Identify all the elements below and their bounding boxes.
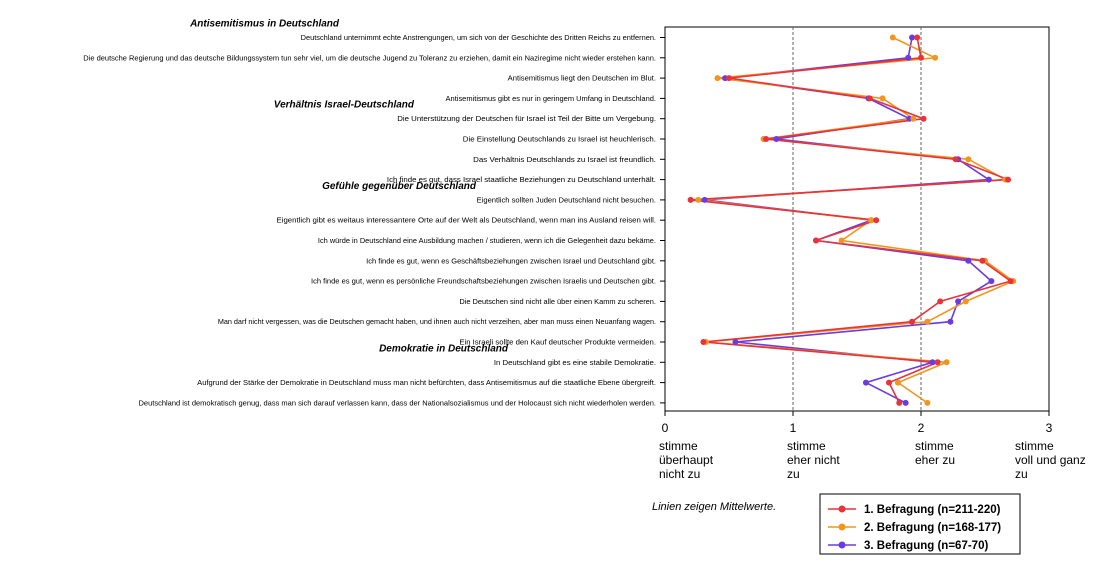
item-label: Eigentlich sollten Juden Deutschland nic… <box>477 195 656 204</box>
data-point <box>889 34 896 41</box>
data-point <box>943 359 950 366</box>
data-point <box>947 318 954 325</box>
data-point <box>732 339 739 345</box>
data-point <box>937 298 944 305</box>
reference-lines <box>792 27 922 411</box>
series-line <box>690 37 1013 404</box>
data-point <box>962 298 969 305</box>
scale-label: stimme eher nicht zu <box>787 439 840 481</box>
data-point <box>773 136 780 142</box>
data-point <box>862 379 869 386</box>
data-point <box>910 115 917 122</box>
data-point <box>920 115 927 122</box>
legend-swatch-marker <box>838 541 846 549</box>
item-label: Ich finde es gut, wenn es Geschäftsbezie… <box>366 256 656 265</box>
item-label: In Deutschland gibt es eine stabile Demo… <box>494 358 656 367</box>
x-tick-label: 1 <box>790 421 797 435</box>
legend-swatch-marker <box>838 523 846 531</box>
data-point <box>955 298 962 305</box>
data-point <box>866 95 873 102</box>
x-tick-label: 3 <box>1046 421 1053 435</box>
item-label: Deutschland ist demokratisch genug, dass… <box>139 398 657 407</box>
data-point <box>924 318 931 325</box>
data-point <box>763 136 770 142</box>
series-line <box>704 37 993 404</box>
data-point <box>813 237 820 244</box>
section-title: Antisemitismus in Deutschland <box>189 19 340 30</box>
data-point <box>929 359 936 366</box>
item-label: Die Deutschen sind nicht alle über einen… <box>459 297 656 306</box>
data-point <box>924 399 931 406</box>
item-label: Die Unterstützung der Deutschen für Isra… <box>397 114 656 123</box>
data-point <box>988 278 995 285</box>
data-point <box>700 339 707 345</box>
legend: 1. Befragung (n=211-220) 2. Befragung (n=… <box>819 493 1021 555</box>
item-labels: Deutschland unternimmt echte Anstrengung… <box>83 33 665 407</box>
section-title: Verhältnis Israel-Deutschland <box>274 100 415 111</box>
data-point <box>896 399 903 406</box>
data-point <box>1005 176 1012 183</box>
data-point <box>1007 278 1014 285</box>
data-point <box>985 176 992 183</box>
item-label: Ein Israeli sollte den Kauf deutscher Pr… <box>459 338 656 347</box>
data-point <box>909 318 916 325</box>
item-label: Ich finde es gut, dass Israel staatliche… <box>387 175 656 184</box>
data-point <box>868 217 875 224</box>
item-label: Ich finde es gut, wenn es persönliche Fr… <box>311 277 656 286</box>
item-label: Antisemitismus gibt es nur in geringem U… <box>446 94 656 103</box>
item-label: Man darf nicht vergessen, was die Deutsc… <box>218 317 656 326</box>
section-titles: Antisemitismus in Deutschland Verhältnis … <box>189 19 509 355</box>
x-axis: 0 1 2 3 stimme überhaupt nicht zu stimme eher ni… <box>659 411 1086 481</box>
data-point <box>701 196 708 203</box>
series-lines <box>690 36 1015 404</box>
scale-label: stimme voll und ganz zu <box>1015 439 1086 481</box>
data-point <box>918 54 924 61</box>
item-label: Ich würde in Deutschland eine Ausbildung… <box>318 236 656 245</box>
chart-note: Linien zeigen Mittelwerte. <box>652 501 776 513</box>
data-point <box>687 196 694 203</box>
data-point <box>873 217 880 224</box>
data-point <box>902 399 909 406</box>
legend-swatch-marker <box>838 505 846 513</box>
data-point <box>838 237 845 244</box>
data-point <box>695 196 702 203</box>
series-line <box>698 36 1015 404</box>
data-point <box>886 379 892 386</box>
data-point <box>894 379 901 386</box>
scale-label: stimme überhaupt nicht zu <box>659 439 714 481</box>
data-point <box>726 75 732 82</box>
section-title: Demokratie in Deutschland <box>379 343 509 354</box>
data-point <box>979 257 986 264</box>
legend-label: 3. Befragung (n=67-70) <box>864 540 988 552</box>
legend-label: 2. Befragung (n=168-177) <box>864 522 1001 534</box>
item-label: Antisemitismus liegt den Deutschen im Bl… <box>508 74 656 83</box>
data-point <box>905 54 912 61</box>
data-point <box>965 257 972 264</box>
legend-box <box>819 493 1021 555</box>
x-tick-label: 0 <box>662 421 669 435</box>
data-point <box>965 156 972 163</box>
item-label: Deutschland unternimmt echte Anstrengung… <box>301 33 656 42</box>
scale-label: stimme eher zu <box>915 439 955 467</box>
item-label: Aufgrund der Stärke der Demokratie in De… <box>197 378 656 387</box>
section-title: Gefühle gegenüber Deutschland <box>322 181 477 192</box>
plot-frame <box>664 26 1050 412</box>
data-point <box>714 75 721 82</box>
x-tick-label: 2 <box>918 421 925 435</box>
data-point <box>909 34 916 41</box>
data-point <box>879 95 886 102</box>
item-label: Das Verhältnis Deutschlands zu Israel is… <box>473 155 656 164</box>
item-label: Die deutsche Regierung und das deutsche … <box>83 53 656 62</box>
data-point <box>934 359 941 366</box>
item-label: Die Einstellung Deutschlands zu Israel i… <box>463 135 656 144</box>
item-label: Eigentlich gibt es weitaus interessanter… <box>277 216 657 225</box>
data-point <box>952 156 959 163</box>
data-point <box>932 54 939 61</box>
series-points <box>687 34 1017 406</box>
data-point <box>914 34 921 41</box>
legend-label: 1. Befragung (n=211-220) <box>864 504 1001 516</box>
